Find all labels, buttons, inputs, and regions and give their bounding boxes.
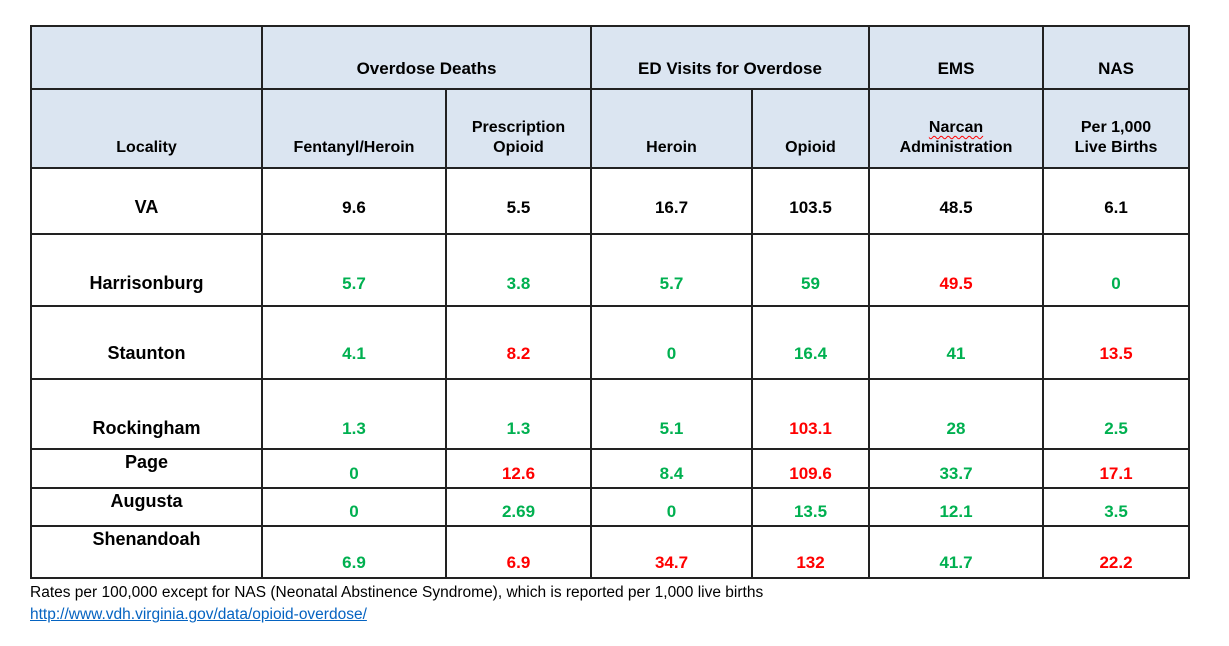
table-row-rockingham: Rockingham 1.3 1.3 5.1 103.1 28 2.5 xyxy=(30,378,1191,450)
locality-cell: VA xyxy=(30,167,263,235)
value-cell: 0 xyxy=(590,305,753,380)
value-cell: 103.1 xyxy=(750,378,871,450)
column-header-opioid: Opioid xyxy=(750,88,871,169)
nas-label-line1: Per 1,000 xyxy=(1080,119,1152,136)
table-row-staunton: Staunton 4.1 8.2 0 16.4 41 13.5 xyxy=(30,305,1191,380)
table-row-page: Page 0 12.6 8.4 109.6 33.7 17.1 xyxy=(30,448,1191,489)
value-cell: 33.7 xyxy=(868,448,1045,489)
value-cell: 49.5 xyxy=(868,233,1045,307)
locality-cell: Rockingham xyxy=(30,378,263,450)
value-cell: 16.7 xyxy=(590,167,753,235)
value-cell: 0 xyxy=(1042,233,1191,307)
value-cell: 5.7 xyxy=(261,233,447,307)
value-cell: 17.1 xyxy=(1042,448,1191,489)
value-cell: 4.1 xyxy=(261,305,447,380)
narcan-label-line1: Narcan xyxy=(928,119,984,136)
value-cell: 8.2 xyxy=(445,305,592,380)
locality-cell: Page xyxy=(30,448,263,489)
footer: Rates per 100,000 except for NAS (Neonat… xyxy=(30,582,1200,627)
value-cell: 2.69 xyxy=(445,487,592,527)
column-header-row: Locality Fentanyl/Heroin Prescription Op… xyxy=(30,88,1191,169)
value-cell: 109.6 xyxy=(750,448,871,489)
value-cell: 13.5 xyxy=(1042,305,1191,380)
value-cell: 2.5 xyxy=(1042,378,1191,450)
column-header-fentanyl-heroin: Fentanyl/Heroin xyxy=(261,88,447,169)
group-header-overdose-deaths: Overdose Deaths xyxy=(261,25,592,90)
value-cell: 0 xyxy=(261,487,447,527)
value-cell: 3.5 xyxy=(1042,487,1191,527)
value-cell: 41 xyxy=(868,305,1045,380)
table-row-va: VA 9.6 5.5 16.7 103.5 48.5 6.1 xyxy=(30,167,1191,235)
table-row-augusta: Augusta 0 2.69 0 13.5 12.1 3.5 xyxy=(30,487,1191,527)
locality-cell: Harrisonburg xyxy=(30,233,263,307)
value-cell: 103.5 xyxy=(750,167,871,235)
value-cell: 1.3 xyxy=(445,378,592,450)
value-cell: 12.6 xyxy=(445,448,592,489)
column-header-narcan: Narcan Administration xyxy=(868,88,1045,169)
column-header-heroin: Heroin xyxy=(590,88,753,169)
locality-cell: Staunton xyxy=(30,305,263,380)
value-cell: 5.7 xyxy=(590,233,753,307)
value-cell: 9.6 xyxy=(261,167,447,235)
group-header-row: Overdose Deaths ED Visits for Overdose E… xyxy=(30,25,1191,90)
value-cell: 8.4 xyxy=(590,448,753,489)
group-header-ems: EMS xyxy=(868,25,1045,90)
footer-link[interactable]: http://www.vdh.virginia.gov/data/opioid-… xyxy=(30,606,367,624)
empty-corner-cell xyxy=(30,25,263,90)
table-row-shenandoah: Shenandoah 6.9 6.9 34.7 132 41.7 22.2 xyxy=(30,525,1191,579)
value-cell: 16.4 xyxy=(750,305,871,380)
column-header-locality: Locality xyxy=(30,88,263,169)
narcan-label-line2: Administration xyxy=(899,139,1013,156)
locality-cell: Augusta xyxy=(30,487,263,527)
value-cell: 6.9 xyxy=(261,525,447,579)
value-cell: 5.1 xyxy=(590,378,753,450)
value-cell: 34.7 xyxy=(590,525,753,579)
value-cell: 132 xyxy=(750,525,871,579)
value-cell: 22.2 xyxy=(1042,525,1191,579)
group-header-ed-visits: ED Visits for Overdose xyxy=(589,25,871,90)
value-cell: 28 xyxy=(868,378,1045,450)
group-header-nas: NAS xyxy=(1042,25,1191,90)
footer-note: Rates per 100,000 except for NAS (Neonat… xyxy=(30,584,764,601)
value-cell: 1.3 xyxy=(261,378,447,450)
locality-cell: Shenandoah xyxy=(30,525,263,579)
value-cell: 13.5 xyxy=(750,487,871,527)
value-cell: 48.5 xyxy=(868,167,1045,235)
table-row-harrisonburg: Harrisonburg 5.7 3.8 5.7 59 49.5 0 xyxy=(30,233,1191,307)
value-cell: 41.7 xyxy=(868,525,1045,579)
nas-label-line2: Live Births xyxy=(1074,139,1158,156)
value-cell: 0 xyxy=(590,487,753,527)
value-cell: 5.5 xyxy=(445,167,592,235)
value-cell: 3.8 xyxy=(445,233,592,307)
column-header-nas-rate: Per 1,000 Live Births xyxy=(1042,88,1191,169)
value-cell: 59 xyxy=(750,233,871,307)
value-cell: 6.1 xyxy=(1042,167,1191,235)
value-cell: 0 xyxy=(261,448,447,489)
value-cell: 6.9 xyxy=(445,525,592,579)
column-header-prescription-opioid: Prescription Opioid xyxy=(445,88,592,169)
value-cell: 12.1 xyxy=(868,487,1045,527)
opioid-data-table: Overdose Deaths ED Visits for Overdose E… xyxy=(30,25,1191,579)
